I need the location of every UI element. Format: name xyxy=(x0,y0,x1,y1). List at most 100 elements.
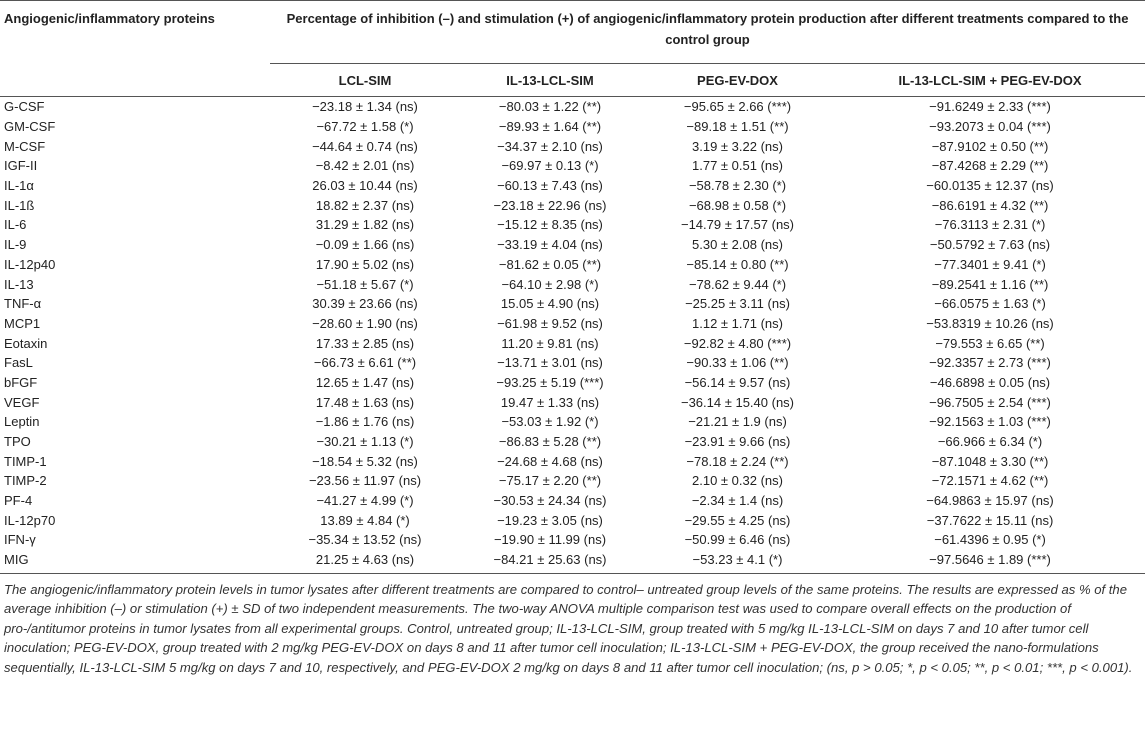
value-cell: 17.90 ± 5.02 (ns) xyxy=(315,256,415,272)
protein-name: Leptin xyxy=(4,414,40,430)
value-cell: −0.09 ± 1.66 (ns) xyxy=(315,237,415,253)
value-cell: −56.14 ± 9.57 (ns) xyxy=(684,374,791,390)
value-cell: −23.18 ± 22.96 (ns) xyxy=(493,197,607,213)
protein-name: IL-6 xyxy=(4,217,27,233)
protein-name: FasL xyxy=(4,355,33,371)
protein-name: IL-12p40 xyxy=(4,256,56,272)
value-cell: −85.14 ± 0.80 (**) xyxy=(686,256,789,272)
value-cell: −87.9102 ± 0.50 (**) xyxy=(931,138,1049,154)
value-cell: −60.0135 ± 12.37 (ns) xyxy=(926,178,1054,194)
protein-name: Eotaxin xyxy=(4,335,48,351)
protein-name: IL-1ß xyxy=(4,197,35,213)
value-cell: −75.17 ± 2.20 (**) xyxy=(498,473,602,489)
value-cell: −35.34 ± 13.52 (ns) xyxy=(308,532,422,548)
value-cell: −89.93 ± 1.64 (**) xyxy=(498,119,602,135)
value-cell: −77.3401 ± 9.41 (*) xyxy=(934,256,1046,272)
value-cell: −61.98 ± 9.52 (ns) xyxy=(497,315,603,331)
table-row: IL-13 −51.18 ± 5.67 (*) −64.10 ± 2.98 (*) −… xyxy=(0,274,1145,294)
value-cell: −37.7622 ± 15.11 (ns) xyxy=(926,512,1054,528)
value-cell: −15.12 ± 8.35 (ns) xyxy=(497,217,603,233)
value-cell: −30.21 ± 1.13 (*) xyxy=(316,434,414,450)
column-header-row: LCL-SIM IL-13-LCL-SIM PEG-EV-DOX IL-13-LCL-… xyxy=(0,63,1145,97)
value-cell: −2.34 ± 1.4 (ns) xyxy=(691,493,784,509)
table-row: TIMP-1 −18.54 ± 5.32 (ns) −24.68 ± 4.68 (n… xyxy=(0,451,1145,471)
column-header: PEG-EV-DOX xyxy=(640,63,835,97)
span-header: Percentage of inhibition (–) and stimula… xyxy=(270,0,1145,64)
value-cell: 15.05 ± 4.90 (ns) xyxy=(500,296,600,312)
value-cell: 3.19 ± 3.22 (ns) xyxy=(692,138,783,154)
blank-header xyxy=(0,63,270,97)
value-cell: 19.47 ± 1.33 (ns) xyxy=(500,394,600,410)
protein-name: G-CSF xyxy=(4,99,45,115)
value-cell: −8.42 ± 2.01 (ns) xyxy=(315,158,415,174)
protein-name: bFGF xyxy=(4,374,38,390)
value-cell: −53.23 ± 4.1 (*) xyxy=(640,549,835,574)
table-row: Leptin −1.86 ± 1.76 (ns) −53.03 ± 1.92 (*)… xyxy=(0,412,1145,432)
table-row: IL-12p40 17.90 ± 5.02 (ns) −81.62 ± 0.05 (… xyxy=(0,255,1145,275)
value-cell: −64.10 ± 2.98 (*) xyxy=(501,276,599,292)
value-cell: −67.72 ± 1.58 (*) xyxy=(316,119,414,135)
protein-name: PF-4 xyxy=(4,493,33,509)
header-row: Angiogenic/inflammatory proteins Percent… xyxy=(0,0,1145,64)
value-cell: −46.6898 ± 0.05 (ns) xyxy=(929,374,1051,390)
value-cell: −64.9863 ± 15.97 (ns) xyxy=(926,493,1054,509)
value-cell: −66.0575 ± 1.63 (*) xyxy=(934,296,1046,312)
value-cell: −23.56 ± 11.97 (ns) xyxy=(308,473,422,489)
value-cell: −51.18 ± 5.67 (*) xyxy=(316,276,414,292)
column-header: IL-13-LCL-SIM + PEG-EV-DOX xyxy=(835,63,1145,97)
protein-name: IL-9 xyxy=(4,237,27,253)
value-cell: 31.29 ± 1.82 (ns) xyxy=(315,217,415,233)
value-cell: −58.78 ± 2.30 (*) xyxy=(688,178,787,194)
value-cell: −18.54 ± 5.32 (ns) xyxy=(312,453,418,469)
protein-name: IGF-II xyxy=(4,158,38,174)
protein-name: TIMP-1 xyxy=(4,453,47,469)
table-row: G-CSF −23.18 ± 1.34 (ns) −80.03 ± 1.22 (**… xyxy=(0,97,1145,117)
value-cell: −44.64 ± 0.74 (ns) xyxy=(312,138,418,154)
value-cell: −66.73 ± 6.61 (**) xyxy=(313,355,417,371)
protein-name: VEGF xyxy=(4,394,40,410)
table-row: bFGF 12.65 ± 1.47 (ns) −93.25 ± 5.19 (***)… xyxy=(0,373,1145,393)
value-cell: −28.60 ± 1.90 (ns) xyxy=(312,315,418,331)
value-cell: −61.4396 ± 0.95 (*) xyxy=(934,532,1046,548)
protein-name: TIMP-2 xyxy=(4,473,47,489)
value-cell: −19.23 ± 3.05 (ns) xyxy=(497,512,603,528)
value-cell: −53.8319 ± 10.26 (ns) xyxy=(926,315,1054,331)
value-cell: −68.98 ± 0.58 (*) xyxy=(688,197,787,213)
value-cell: −86.83 ± 5.28 (**) xyxy=(498,434,602,450)
value-cell: −76.3113 ± 2.31 (*) xyxy=(934,217,1046,233)
value-cell: −79.553 ± 6.65 (**) xyxy=(935,335,1045,351)
value-cell: 1.77 ± 0.51 (ns) xyxy=(692,158,783,174)
value-cell: 18.82 ± 2.37 (ns) xyxy=(315,197,415,213)
value-cell: −97.5646 ± 1.89 (***) xyxy=(835,549,1145,574)
value-cell: −92.3357 ± 2.73 (***) xyxy=(929,355,1051,371)
protein-name: IL-12p70 xyxy=(4,512,56,528)
column-header: LCL-SIM xyxy=(270,63,460,97)
value-cell: −69.97 ± 0.13 (*) xyxy=(501,158,599,174)
value-cell: 13.89 ± 4.84 (*) xyxy=(320,512,410,528)
value-cell: −89.18 ± 1.51 (**) xyxy=(686,119,789,135)
value-cell: −60.13 ± 7.43 (ns) xyxy=(497,178,603,194)
protein-name: IFN-γ xyxy=(4,532,36,548)
table-row: IGF-II −8.42 ± 2.01 (ns) −69.97 ± 0.13 (*)… xyxy=(0,156,1145,176)
value-cell: −41.27 ± 4.99 (*) xyxy=(316,493,414,509)
table-row: IL-9 −0.09 ± 1.66 (ns) −33.19 ± 4.04 (ns) 5… xyxy=(0,235,1145,255)
table-row: IL-1ß 18.82 ± 2.37 (ns) −23.18 ± 22.96 (ns… xyxy=(0,195,1145,215)
protein-name: TNF-α xyxy=(4,296,42,312)
value-cell: −50.5792 ± 7.63 (ns) xyxy=(929,237,1051,253)
protein-name: GM-CSF xyxy=(4,119,56,135)
value-cell: −72.1571 ± 4.62 (**) xyxy=(931,473,1049,489)
table-row: Eotaxin 17.33 ± 2.85 (ns) 11.20 ± 9.81 (ns… xyxy=(0,333,1145,353)
row-label-header: Angiogenic/inflammatory proteins xyxy=(0,0,270,64)
table-row: GM-CSF −67.72 ± 1.58 (*) −89.93 ± 1.64 (**… xyxy=(0,117,1145,137)
value-cell: −19.90 ± 11.99 (ns) xyxy=(493,532,607,548)
data-table: Angiogenic/inflammatory proteins Percent… xyxy=(0,0,1145,574)
table-row: PF-4 −41.27 ± 4.99 (*) −30.53 ± 24.34 (ns)… xyxy=(0,491,1145,511)
value-cell: −89.2541 ± 1.16 (**) xyxy=(931,276,1049,292)
table-row: IL-6 31.29 ± 1.82 (ns) −15.12 ± 8.35 (ns) −… xyxy=(0,215,1145,235)
table-row: TIMP-2 −23.56 ± 11.97 (ns) −75.17 ± 2.20 (… xyxy=(0,471,1145,491)
protein-name: TPO xyxy=(4,434,31,450)
value-cell: 12.65 ± 1.47 (ns) xyxy=(315,374,415,390)
value-cell: 17.33 ± 2.85 (ns) xyxy=(315,335,415,351)
value-cell: −78.62 ± 9.44 (*) xyxy=(688,276,787,292)
value-cell: −84.21 ± 25.63 (ns) xyxy=(460,549,640,574)
